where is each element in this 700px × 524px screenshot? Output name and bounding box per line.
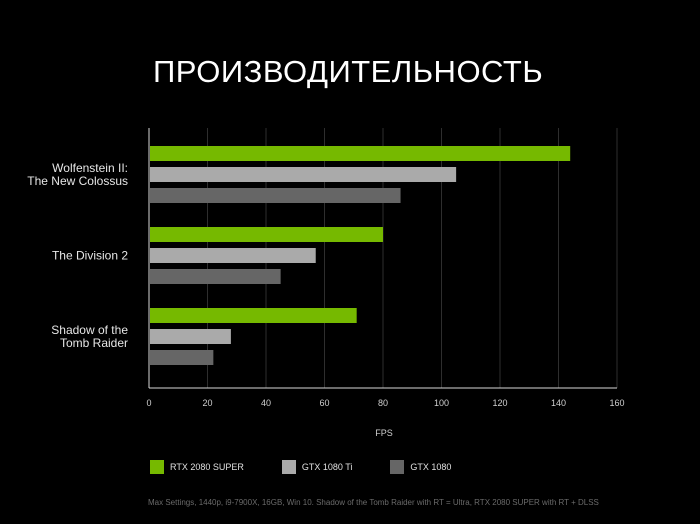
legend-swatch — [150, 460, 164, 474]
legend: RTX 2080 SUPER GTX 1080 Ti GTX 1080 — [150, 460, 489, 474]
bars — [150, 146, 571, 365]
x-tick-label: 80 — [378, 398, 388, 408]
x-tick-label: 140 — [551, 398, 566, 408]
x-tick-label: 60 — [319, 398, 329, 408]
x-tick-label: 20 — [202, 398, 212, 408]
x-tick-label: 100 — [434, 398, 449, 408]
footnote: Max Settings, 1440p, i9-7900X, 16GB, Win… — [148, 498, 599, 507]
bar — [150, 248, 316, 263]
chart-title: ПРОИЗВОДИТЕЛЬНОСТЬ — [153, 54, 544, 89]
legend-label: GTX 1080 — [410, 462, 452, 472]
bar — [150, 350, 214, 365]
axes — [148, 128, 617, 389]
legend-label: RTX 2080 SUPER — [170, 462, 244, 472]
bar — [150, 329, 231, 344]
bar — [150, 188, 401, 203]
tick-labels: 0 20 40 60 80 100 120 140 160 — [146, 398, 624, 408]
category-label: Shadow of the Tomb Raider — [51, 323, 128, 350]
category-label: The Division 2 — [52, 249, 128, 263]
x-axis-title: FPS — [375, 428, 393, 438]
bar — [150, 308, 357, 323]
bar — [150, 146, 571, 161]
x-tick-label: 120 — [492, 398, 507, 408]
category-labels: Wolfenstein II: The New Colossus The Divis… — [27, 161, 128, 350]
x-tick-label: 160 — [609, 398, 624, 408]
legend-swatch — [281, 460, 296, 474]
bar — [150, 167, 457, 182]
legend-swatch — [390, 460, 405, 474]
category-label: Wolfenstein II: The New Colossus — [27, 161, 128, 188]
bar — [150, 269, 281, 284]
legend-item-gtx-1080-ti: GTX 1080 Ti — [281, 460, 353, 474]
legend-item-rtx-2080-super: RTX 2080 SUPER — [150, 460, 244, 474]
legend-item-gtx-1080: GTX 1080 — [390, 460, 451, 474]
legend-label: GTX 1080 Ti — [301, 462, 353, 472]
bar — [150, 227, 383, 242]
x-tick-label: 40 — [261, 398, 271, 408]
x-tick-label: 0 — [146, 398, 151, 408]
